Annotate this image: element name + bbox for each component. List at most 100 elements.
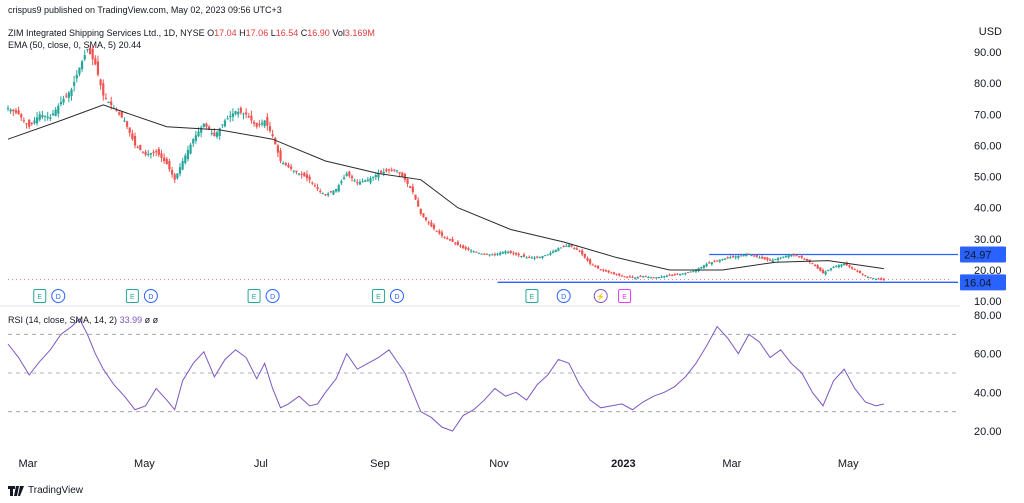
rsi-axis-tick-label: 60.00 — [974, 349, 1002, 361]
earnings-badge[interactable]: E — [371, 289, 385, 303]
candle-body — [795, 255, 798, 257]
candle-body — [462, 245, 465, 249]
candle-body — [321, 193, 324, 195]
candle-body — [62, 98, 65, 103]
candle-body — [729, 257, 732, 259]
symbol-name[interactable]: ZIM Integrated Shipping Services Ltd., 1… — [8, 28, 205, 38]
candle-body — [507, 252, 510, 254]
ema-line — [7, 104, 884, 271]
candle-body — [324, 194, 327, 196]
symbol-legend: ZIM Integrated Shipping Services Ltd., 1… — [8, 28, 375, 38]
candle-body — [843, 263, 846, 266]
earnings-badge[interactable]: E — [247, 289, 261, 303]
candle-body — [557, 248, 560, 251]
candle-body — [123, 120, 126, 122]
candle-body — [684, 273, 687, 275]
candle-body — [292, 170, 295, 172]
candle-body — [266, 117, 269, 126]
candle-body — [459, 245, 462, 247]
candle-body — [671, 274, 674, 276]
candle-body — [147, 153, 150, 155]
candle-body — [189, 144, 192, 154]
candle-body — [612, 272, 616, 274]
ema-value: 20.44 — [118, 40, 142, 50]
candle-body — [528, 257, 531, 259]
dividend-badge-label: D — [148, 294, 153, 301]
candle-body — [565, 245, 568, 247]
footer-brand-text: TradingView — [28, 485, 84, 496]
earnings-badge-shape — [371, 289, 385, 303]
candle-body — [679, 273, 682, 275]
dividend-badge[interactable]: D — [389, 289, 404, 303]
x-axis-tick-label: Jul — [254, 458, 268, 470]
candle-body — [570, 243, 573, 247]
candle-body — [342, 177, 346, 179]
candle-body — [869, 277, 872, 279]
candle-body — [480, 253, 483, 255]
candle-body — [734, 256, 737, 258]
candle-body — [33, 120, 36, 124]
future-earnings-badge[interactable]: E — [618, 289, 632, 303]
dividend-badge[interactable]: D — [265, 289, 280, 303]
candle-body — [753, 255, 756, 257]
candle-body — [263, 120, 266, 127]
candle-body — [599, 269, 602, 271]
candle-body — [578, 250, 581, 252]
candle-body — [872, 278, 875, 280]
dividend-badge[interactable]: D — [143, 289, 158, 303]
split-event-icon[interactable]: ⚡ — [593, 289, 608, 303]
candle-body — [332, 190, 335, 195]
candle-body — [218, 128, 221, 137]
dividend-badge[interactable]: D — [556, 289, 571, 303]
candle-body — [861, 273, 864, 275]
low-label: L — [270, 28, 276, 38]
candle-body — [202, 123, 205, 127]
ema-label[interactable]: EMA (50, close, 0, SMA, 5) — [8, 40, 117, 50]
candle-body — [49, 117, 52, 119]
rsi-label[interactable]: RSI (14, close, SMA, 14, 2) — [8, 315, 118, 325]
close-value: 16.90 — [307, 28, 330, 38]
earnings-badge[interactable]: E — [33, 289, 47, 303]
dividend-badge[interactable]: D — [51, 289, 66, 303]
candle-body — [417, 200, 420, 207]
candle-body — [208, 126, 211, 130]
candle-body — [118, 112, 121, 115]
candle-body — [440, 232, 444, 236]
candle-body — [681, 273, 684, 275]
candle-body — [163, 157, 166, 161]
earnings-badge-shape — [33, 289, 47, 303]
candle-body — [692, 270, 695, 272]
high-value: 17.06 — [245, 28, 269, 38]
candle-body — [824, 271, 827, 275]
earnings-badge[interactable]: E — [525, 289, 539, 303]
candle-body — [509, 250, 512, 253]
candle-body — [853, 269, 856, 271]
candle-body — [200, 127, 203, 133]
currency-label[interactable]: USD — [978, 26, 1002, 38]
candle-body — [549, 252, 552, 255]
volume-label: Vol — [332, 28, 345, 38]
candle-body — [358, 182, 362, 185]
dividend-badge-shape — [389, 289, 404, 303]
candle-body — [215, 132, 219, 137]
resistance-price-label: 24.97 — [964, 250, 992, 262]
candle-body — [512, 252, 515, 254]
candle-body — [157, 148, 160, 155]
candle-body — [125, 121, 129, 127]
candle-body — [721, 259, 724, 261]
candle-body — [337, 185, 340, 192]
candle-body — [827, 270, 830, 271]
dividend-badge-shape — [143, 289, 158, 303]
candle-body — [882, 278, 885, 280]
candle-body — [604, 270, 608, 272]
candle-body — [276, 145, 279, 153]
candle-body — [499, 252, 502, 255]
candle-body — [67, 92, 70, 98]
dividend-badge-shape — [51, 289, 66, 303]
earnings-badge[interactable]: E — [125, 289, 139, 303]
candle-body — [268, 126, 272, 131]
candle-body — [36, 117, 39, 124]
candle-body — [14, 110, 18, 113]
candle-body — [128, 127, 131, 133]
